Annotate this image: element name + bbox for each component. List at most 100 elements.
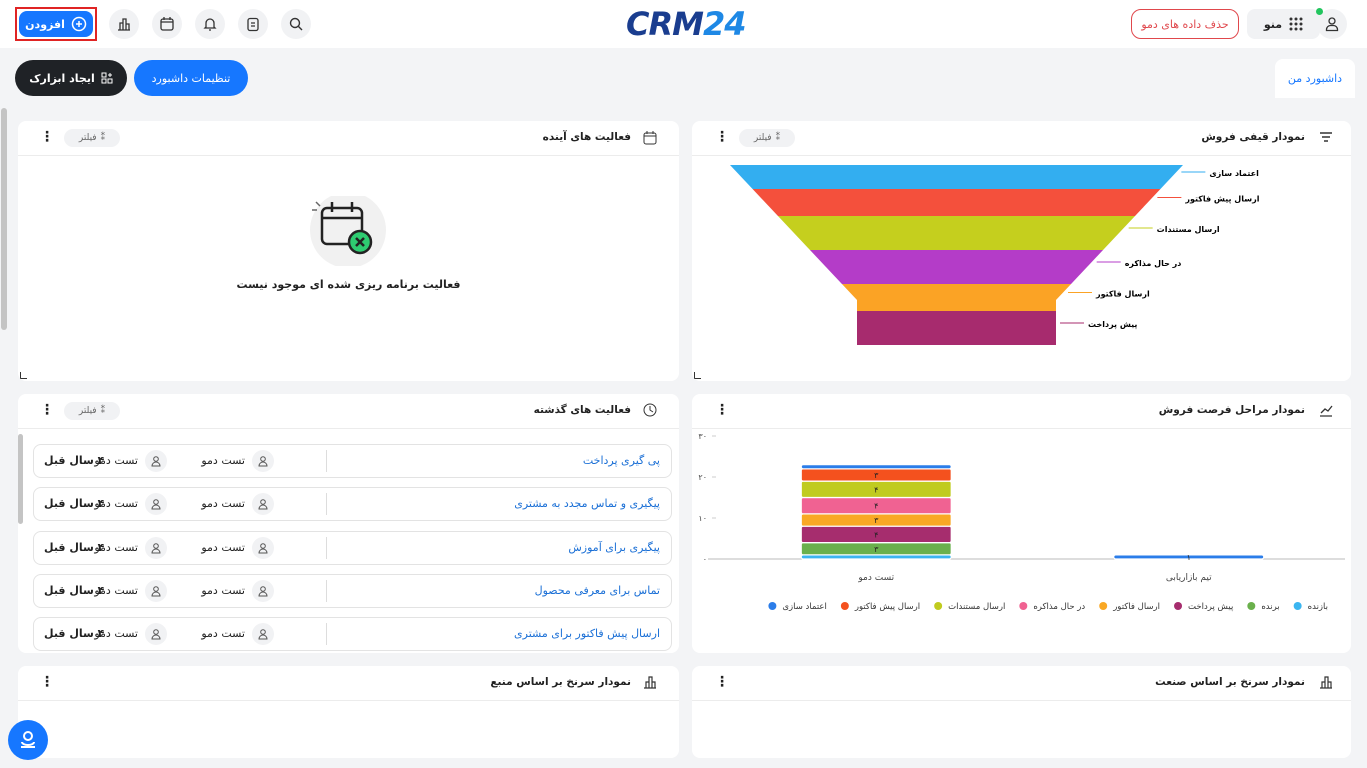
widget-title: نمودار سرنخ بر اساس منبع [490, 676, 631, 688]
resize-handle[interactable] [694, 372, 701, 379]
divider [326, 450, 327, 472]
logo: CRM24 [626, 5, 746, 43]
user-avatar [145, 579, 167, 602]
filter-chip[interactable]: فیلتر ⁑ [739, 129, 795, 147]
activity-time: ۴ سال قبل [44, 627, 105, 641]
resize-handle[interactable] [20, 372, 27, 379]
task-icon[interactable] [238, 9, 268, 39]
widget-header: نمودار سرنخ بر اساس صنعت ⋮ [692, 666, 1351, 701]
activity-time: ۴ سال قبل [44, 583, 105, 597]
search-icon[interactable] [281, 9, 311, 39]
more-menu[interactable]: ⋮ [715, 402, 729, 418]
user-avatar [252, 450, 274, 472]
filter-chip[interactable]: فیلتر ⁑ [64, 402, 120, 420]
filter-label: فیلتر [753, 133, 772, 143]
user-name: تست دمو [94, 540, 138, 554]
empty-message: فعالیت برنامه ریزی شده ای موجود نیست [236, 278, 461, 291]
user-name: تست دمو [94, 497, 138, 511]
activity-title: پی گیری پرداخت [582, 454, 660, 467]
activity-title: پیگیری و تماس مجدد به مشتری [514, 497, 660, 511]
report-icon [644, 676, 656, 689]
user-avatar [252, 623, 274, 646]
user-avatar [145, 623, 167, 646]
online-dot [1316, 8, 1323, 15]
logo-main: CRM [626, 5, 704, 43]
widget-header: نمودار قیفی فروش فیلتر ⁑ ⋮ [692, 121, 1351, 156]
create-widget-label: ایجاد ابزارک [29, 71, 95, 85]
activity-title: تماس برای معرفی محصول [534, 583, 660, 597]
widget-lead-industry: نمودار سرنخ بر اساس صنعت ⋮ [692, 666, 1351, 758]
widget-header: نمودار مراحل فرصت فروش ⋮ [692, 394, 1351, 429]
activity-time: ۴ سال قبل [44, 454, 105, 467]
user-name: تست دمو [201, 497, 245, 511]
filter-chip[interactable]: فیلتر ⁑ [64, 129, 120, 147]
widget-header: فعالیت های آینده فیلتر ⁑ ⋮ [18, 121, 679, 156]
activity-title: پیگیری برای آموزش [568, 540, 660, 554]
user-name: تست دمو [94, 583, 138, 597]
grid-icon [1289, 17, 1303, 31]
dashboard-settings-button[interactable]: تنظیمات داشبورد [134, 60, 248, 96]
report-icon [1320, 676, 1332, 689]
dashboard-tab[interactable]: داشبورد من [1275, 59, 1355, 98]
divider [326, 579, 327, 602]
widget-past: فعالیت های گذشته فیلتر ⁑ ⋮ پی گیری پرداخت… [18, 394, 679, 653]
bell-icon[interactable] [195, 9, 225, 39]
user-avatar [145, 450, 167, 472]
user-avatar [252, 536, 274, 559]
activity-row: پیگیری برای آموزش تست دمو تست دمو ۴ سال قبل [33, 530, 672, 565]
more-menu[interactable]: ⋮ [40, 402, 54, 418]
activity-row: تماس برای معرفی محصول تست دمو تست دمو ۴ سال… [33, 573, 672, 608]
activity-time: ۴ سال قبل [44, 497, 105, 511]
menu-button[interactable]: منو [1247, 9, 1320, 39]
user-avatar [145, 536, 167, 559]
user-avatar [252, 493, 274, 516]
user-name: تست دمو [201, 627, 245, 641]
filter-label: فیلتر [78, 133, 97, 143]
divider [326, 536, 327, 559]
support-button[interactable] [8, 720, 48, 760]
user-avatar [145, 493, 167, 516]
widget-title: نمودار مراحل فرصت فروش [1158, 404, 1305, 416]
widget-header: فعالیت های گذشته فیلتر ⁑ ⋮ [18, 394, 679, 429]
header: افزودن CRM24 حذف داده های دمو منو [0, 0, 1367, 48]
activity-title: ارسال پیش فاکتور برای مشتری [514, 627, 660, 641]
more-menu[interactable]: ⋮ [715, 674, 729, 690]
widget-title: نمودار قیفی فروش [1201, 131, 1305, 143]
history-icon [643, 403, 657, 417]
widget-title: فعالیت های گذشته [533, 404, 631, 416]
activity-time: ۴ سال قبل [44, 540, 105, 554]
widget-title: فعالیت های آینده [542, 131, 631, 143]
activity-row: پی گیری پرداخت تست دمو تست دمو ۴ سال قبل [33, 444, 672, 478]
profile-icon[interactable] [1317, 9, 1347, 39]
divider [326, 623, 327, 646]
user-name: تست دمو [94, 454, 138, 467]
widget-header: نمودار سرنخ بر اساس منبع ⋮ [18, 666, 679, 701]
calendar-icon[interactable] [152, 9, 182, 39]
add-button[interactable]: افزودن [19, 11, 93, 37]
logo-number: 24 [702, 5, 747, 43]
more-menu[interactable]: ⋮ [40, 129, 54, 145]
more-menu[interactable]: ⋮ [40, 674, 54, 690]
calendar-icon [643, 131, 657, 145]
widget-upcoming: فعالیت های آینده فیلتر ⁑ ⋮ فعالیت برنامه … [18, 121, 679, 381]
highlight-frame [15, 7, 97, 41]
user-name: تست دمو [94, 627, 138, 641]
filter-label: فیلتر [78, 406, 97, 416]
widget-stages: نمودار مراحل فرصت فروش ⋮ [692, 394, 1351, 653]
add-label: افزودن [25, 17, 65, 31]
create-widget-button[interactable]: ایجاد ابزارک [15, 60, 127, 96]
list-scrollbar [18, 434, 23, 524]
user-name: تست دمو [201, 454, 245, 467]
funnel-icon [1320, 132, 1332, 142]
report-icon[interactable] [109, 9, 139, 39]
more-menu[interactable]: ⋮ [715, 129, 729, 145]
empty-icon [310, 196, 386, 266]
widget-funnel: نمودار قیفی فروش فیلتر ⁑ ⋮ [692, 121, 1351, 381]
menu-label: منو [1263, 17, 1283, 31]
delete-demo-button[interactable]: حذف داده های دمو [1131, 9, 1239, 39]
trend-icon [1320, 405, 1333, 417]
widget-title: نمودار سرنخ بر اساس صنعت [1155, 676, 1305, 688]
widget-icon [101, 72, 113, 84]
plus-icon [71, 16, 87, 32]
